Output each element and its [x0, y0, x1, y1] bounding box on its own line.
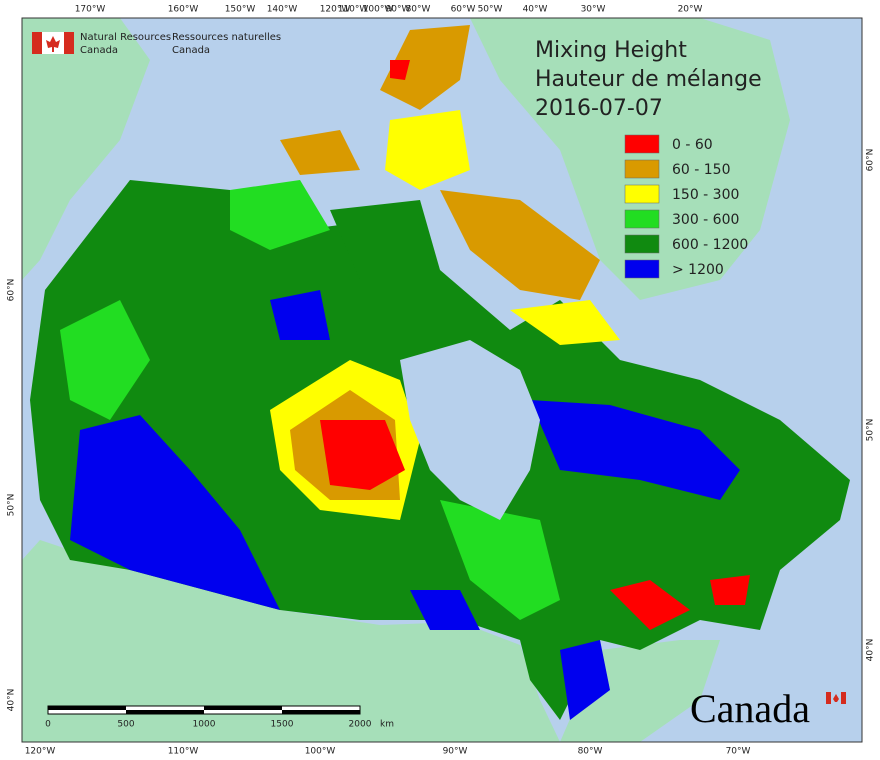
- legend-label: 600 - 1200: [672, 237, 748, 253]
- zone-blue: [530, 400, 740, 500]
- scale-seg: [48, 706, 126, 710]
- zone-blue: [70, 415, 280, 610]
- legend-swatch: [624, 134, 660, 154]
- legend-label: 0 - 60: [672, 137, 713, 153]
- zone-blue: [410, 590, 480, 630]
- legend-label: 300 - 600: [672, 212, 739, 228]
- longitude-label: 50°W: [478, 5, 503, 15]
- longitude-label: 140°W: [267, 5, 298, 15]
- legend-label: > 1200: [672, 262, 724, 278]
- scale-label: 1500: [271, 720, 294, 730]
- island: [385, 110, 470, 190]
- flag-bar: [841, 692, 846, 704]
- map-frame: [21, 17, 863, 743]
- maple-leaf: [833, 694, 839, 702]
- latitude-label: 50°N: [7, 494, 17, 517]
- org-en: Canada: [80, 45, 118, 56]
- title: Mixing Height: [535, 38, 687, 63]
- island: [280, 130, 360, 175]
- flag-bar: [32, 32, 42, 54]
- longitude-label: 40°W: [523, 5, 548, 15]
- canada: [30, 180, 850, 720]
- longitude-label: 170°W: [75, 5, 106, 15]
- zone-red: [320, 420, 405, 490]
- zone-green: [60, 300, 150, 420]
- title: Hauteur de mélange: [535, 67, 762, 92]
- scale-label: 500: [117, 720, 134, 730]
- scale-label: 0: [45, 720, 51, 730]
- legend-swatch: [624, 234, 660, 254]
- island: [330, 200, 440, 280]
- zone-green: [440, 500, 560, 620]
- org-fr: Ressources naturelles: [172, 32, 281, 43]
- org-fr: Canada: [172, 45, 210, 56]
- hudson-bay: [400, 340, 540, 520]
- latitude-label: 50°N: [866, 419, 876, 442]
- longitude-label: 100°W: [305, 747, 336, 757]
- longitude-label: 100°W: [363, 5, 394, 15]
- zone-blue: [270, 290, 330, 340]
- scale-unit: km: [380, 720, 394, 730]
- org-en: Natural Resources: [80, 32, 171, 43]
- longitude-label: 160°W: [168, 5, 199, 15]
- land-outside: [22, 18, 790, 742]
- longitude-label: 150°W: [225, 5, 256, 15]
- arctic-islands: [230, 25, 620, 345]
- longitude-label: 110°W: [168, 747, 199, 757]
- legend-swatch: [624, 209, 660, 229]
- longitude-label: 80°W: [578, 747, 603, 757]
- island-red: [390, 60, 410, 80]
- alaska: [22, 18, 150, 280]
- scale-label: 1000: [193, 720, 216, 730]
- island: [230, 180, 330, 250]
- longitude-label: 70°W: [726, 747, 751, 757]
- scale-seg: [126, 710, 204, 714]
- zone-red: [710, 575, 750, 605]
- greenland: [470, 18, 790, 300]
- longitude-label: 80°W: [406, 5, 431, 15]
- title: 2016-07-07: [535, 96, 663, 121]
- legend-label: 60 - 150: [672, 162, 731, 178]
- legend-label: 150 - 300: [672, 187, 739, 203]
- island: [440, 190, 600, 300]
- latitude-label: 60°N: [7, 279, 17, 302]
- latitude-label: 40°N: [866, 639, 876, 662]
- longitude-label: 110°W: [338, 5, 369, 15]
- scale-bar: [47, 705, 361, 715]
- flag-bar: [826, 692, 831, 704]
- legend-swatch: [624, 159, 660, 179]
- longitude-label: 120°W: [320, 5, 351, 15]
- usa: [22, 540, 560, 742]
- legend-swatch: [624, 259, 660, 279]
- zone-blue: [560, 640, 610, 720]
- longitude-label: 30°W: [581, 5, 606, 15]
- scale-label: 2000: [349, 720, 372, 730]
- scale-seg: [282, 710, 360, 714]
- scale-seg: [204, 706, 282, 710]
- flag-bar: [64, 32, 74, 54]
- wordmark: [826, 692, 846, 704]
- island: [380, 25, 470, 110]
- longitude-label: 90°W: [386, 5, 411, 15]
- longitude-label: 60°W: [451, 5, 476, 15]
- island: [510, 300, 620, 345]
- logo: [32, 32, 74, 54]
- longitude-label: 90°W: [443, 747, 468, 757]
- longitude-label: 20°W: [678, 5, 703, 15]
- latitude-label: 60°N: [866, 149, 876, 172]
- latitude-label: 40°N: [7, 689, 17, 712]
- zone-red: [610, 580, 690, 630]
- wordmark-text: Canada: [690, 686, 810, 731]
- legend-swatch: [624, 184, 660, 204]
- maple-leaf: [46, 36, 60, 52]
- longitude-label: 120°W: [25, 747, 56, 757]
